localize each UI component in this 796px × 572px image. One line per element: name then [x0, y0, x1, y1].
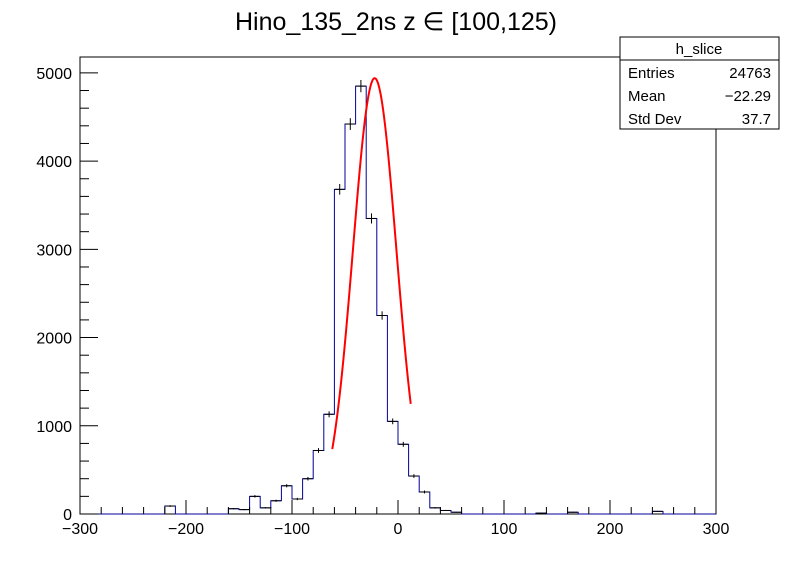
histogram-bin	[324, 414, 335, 514]
histogram-bin	[250, 496, 261, 514]
histogram-bin	[271, 501, 282, 514]
stats-entries-value: 24763	[729, 65, 771, 82]
histogram-bin	[377, 315, 388, 514]
stats-stddev-label: Std Dev	[628, 111, 682, 128]
histogram-bin	[292, 499, 303, 514]
histogram-bin	[387, 421, 398, 514]
stats-box-border	[619, 36, 780, 130]
histogram-bin	[430, 508, 441, 514]
stats-mean-value: −22.29	[725, 88, 771, 105]
chart-title: Hino_135_2ns z ∈ [100,125)	[235, 8, 557, 36]
stats-mean-label: Mean	[628, 88, 666, 105]
x-tick-label: −300	[62, 521, 98, 538]
gaussian-fit-line	[331, 77, 412, 450]
x-tick-label: 100	[491, 521, 518, 538]
histogram-bars	[80, 85, 716, 515]
histogram-bin	[313, 450, 324, 514]
y-tick-label: 5000	[36, 66, 72, 83]
error-bars	[165, 79, 663, 514]
histogram-bin	[409, 476, 420, 514]
stats-box: h_slice Entries 24763 Mean −22.29 Std De…	[619, 36, 780, 130]
stats-stddev-value: 37.7	[742, 111, 771, 128]
y-tick-label: 3000	[36, 242, 72, 259]
x-tick-label: −100	[274, 521, 310, 538]
y-tick-label: 0	[63, 507, 72, 524]
stats-entries-label: Entries	[628, 65, 675, 82]
x-tick-label: 200	[597, 521, 624, 538]
axes: −300 −200 −100 0 100 200 300010002000300040005…	[36, 66, 729, 538]
histogram-bin	[419, 492, 430, 514]
histogram-bin	[228, 509, 239, 514]
y-tick-label: 4000	[36, 154, 72, 171]
y-tick-label: 1000	[36, 419, 72, 436]
x-tick-label: 300	[703, 521, 730, 538]
histogram-bin	[260, 508, 271, 514]
histogram-bin	[398, 444, 409, 514]
histogram-bin	[239, 510, 250, 514]
x-tick-label: 0	[394, 521, 403, 538]
y-tick-label: 2000	[36, 331, 72, 348]
histogram-bin	[281, 486, 292, 514]
fit-curve	[331, 77, 412, 450]
histogram-outline	[80, 85, 716, 515]
stats-box-title: h_slice	[676, 41, 723, 58]
x-tick-label: −200	[168, 521, 204, 538]
histogram-bin	[366, 218, 377, 514]
histogram-bin	[303, 479, 314, 514]
histogram-bin	[165, 506, 176, 514]
